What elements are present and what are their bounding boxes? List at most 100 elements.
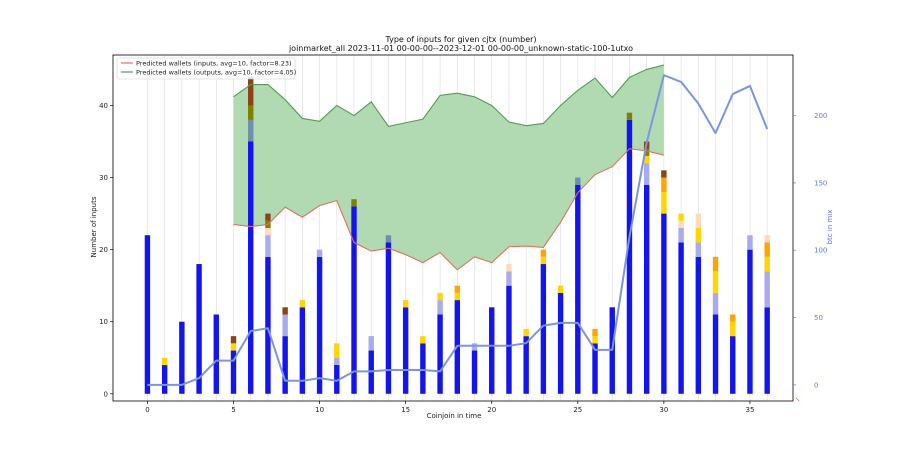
x-tick-label: 20 bbox=[487, 406, 496, 414]
x-tick-label: 30 bbox=[659, 406, 668, 414]
bar-segment-blue bbox=[213, 314, 219, 394]
bar-segment-lightblue bbox=[747, 235, 753, 250]
bar-segment-gold bbox=[592, 336, 598, 344]
bar-segment-orange bbox=[454, 285, 461, 293]
bar-segment-blue bbox=[592, 343, 598, 394]
bar-segment-olive bbox=[643, 148, 650, 156]
bar-segment-lightblue bbox=[643, 163, 650, 185]
bar-segment-lightblue bbox=[265, 235, 271, 257]
bar-segment-brown bbox=[230, 336, 237, 344]
bar-segment-peach bbox=[265, 228, 271, 236]
bar-segment-brown bbox=[661, 170, 667, 178]
bar-segment-gold bbox=[540, 256, 547, 265]
bar-segment-orange bbox=[540, 249, 547, 257]
bar-segment-gold bbox=[437, 292, 443, 301]
bar-segment-gold bbox=[661, 191, 667, 214]
bar-segment-blue bbox=[402, 307, 409, 394]
bar-segment-blue bbox=[351, 206, 357, 394]
x-axis-label: Coinjoin in time bbox=[427, 412, 482, 420]
bar-segment-blue bbox=[437, 314, 443, 394]
bar-segment-gold bbox=[557, 285, 564, 293]
bar-segment-blue bbox=[471, 350, 478, 394]
bar-segment-lightblue bbox=[437, 300, 443, 315]
bar-segment-steel bbox=[575, 177, 581, 185]
bar-segment-gold bbox=[643, 155, 650, 164]
bar-segment-blue bbox=[506, 285, 512, 394]
bar-segment-lightblue bbox=[678, 228, 684, 243]
bar-segment-blue bbox=[643, 184, 650, 394]
bar-segment-gold bbox=[764, 256, 770, 272]
bar-segment-gold bbox=[299, 300, 306, 308]
bar-segment-blue bbox=[523, 336, 529, 394]
y-tick-label: 40 bbox=[99, 102, 108, 110]
bar-segment-blue bbox=[161, 364, 168, 394]
plot-frame bbox=[112, 54, 794, 402]
bar-segment-blue bbox=[626, 119, 633, 394]
bar-segment-gold bbox=[695, 228, 702, 243]
y2-tick-label: 50 bbox=[814, 314, 823, 322]
bar-segment-gold bbox=[454, 292, 461, 301]
bar-segment-blue bbox=[196, 264, 202, 394]
bar-segment-blue bbox=[265, 256, 271, 394]
bar-segment-lightblue bbox=[334, 357, 340, 365]
bar-segment-blue bbox=[230, 350, 237, 394]
bar-segment-blue bbox=[575, 184, 581, 394]
bar-segment-gold bbox=[712, 271, 719, 293]
bar-segment-peach bbox=[678, 220, 684, 228]
bar-segment-gold bbox=[678, 213, 684, 221]
bar-segment-blue bbox=[489, 307, 495, 394]
bar-segment-blue bbox=[179, 321, 185, 394]
bar-segment-orange bbox=[730, 314, 736, 322]
bar-segment-gold bbox=[334, 343, 340, 358]
x-tick-label: 15 bbox=[401, 406, 410, 414]
bar-segment-brown bbox=[248, 76, 254, 106]
bar-segment-lightblue bbox=[368, 336, 374, 351]
chart-title: Type of inputs for given cjtx (number) bbox=[384, 35, 536, 44]
bar-segment-blue bbox=[540, 264, 547, 394]
bar-segment-lightblue bbox=[471, 343, 478, 351]
bar-segment-gold bbox=[402, 300, 409, 308]
bar-segment-brown bbox=[265, 213, 271, 221]
bar-segment-blue bbox=[661, 213, 667, 394]
bar-segment-lightblue bbox=[712, 292, 719, 315]
x-tick-label: 5 bbox=[231, 406, 235, 414]
bar-segment-peach bbox=[695, 213, 702, 228]
outputs-prediction-line bbox=[233, 64, 665, 127]
bar-segment-steel bbox=[248, 119, 254, 142]
bar-segment-gold bbox=[161, 357, 168, 365]
bar-segment-lightblue bbox=[316, 249, 323, 257]
legend-label-outputs: Predicted wallets (outputs, avg=10, fact… bbox=[136, 69, 296, 77]
bar-segment-blue bbox=[678, 242, 684, 394]
bar-segment-lightblue bbox=[506, 271, 512, 286]
bar-segment-blue bbox=[712, 314, 719, 394]
bar-segment-orange bbox=[712, 256, 719, 272]
bar-segment-blue bbox=[730, 336, 736, 394]
y-axis-label: Number of inputs bbox=[90, 196, 98, 257]
y-tick-label: 0 bbox=[104, 390, 108, 398]
bar-segment-orange bbox=[592, 328, 598, 337]
bar-segment-lightblue bbox=[764, 271, 770, 308]
bar-segment-gold bbox=[730, 321, 736, 337]
bar-segment-blue bbox=[764, 307, 770, 394]
y2-axis-label: btc in mix bbox=[826, 210, 834, 245]
bar-segment-blue bbox=[144, 235, 151, 394]
bar-segment-olive bbox=[248, 105, 254, 120]
bar-segment-lightblue bbox=[695, 242, 702, 257]
bar-segment-blue bbox=[747, 249, 753, 394]
bar-segment-peach bbox=[506, 264, 512, 272]
chart-subtitle: joinmarket_all 2023-11-01 00-00-00--2023… bbox=[288, 44, 633, 53]
x-tick-label: 0 bbox=[145, 406, 149, 414]
right-axis-marker bbox=[795, 397, 800, 402]
bar-segment-orange bbox=[764, 242, 770, 257]
y2-tick-label: 150 bbox=[814, 179, 827, 187]
y-tick-label: 20 bbox=[99, 246, 108, 254]
bar-segment-lightblue bbox=[282, 314, 288, 337]
legend: Predicted wallets (inputs, avg=10, facto… bbox=[116, 57, 296, 80]
y-axis-left: 0 10 20 30 40 bbox=[99, 102, 113, 398]
bar-segment-blue bbox=[557, 292, 564, 394]
y2-tick-label: 0 bbox=[814, 381, 818, 389]
bar-segment-orange bbox=[661, 177, 667, 192]
y-tick-label: 10 bbox=[99, 318, 108, 326]
bar-segment-blue bbox=[334, 364, 340, 394]
